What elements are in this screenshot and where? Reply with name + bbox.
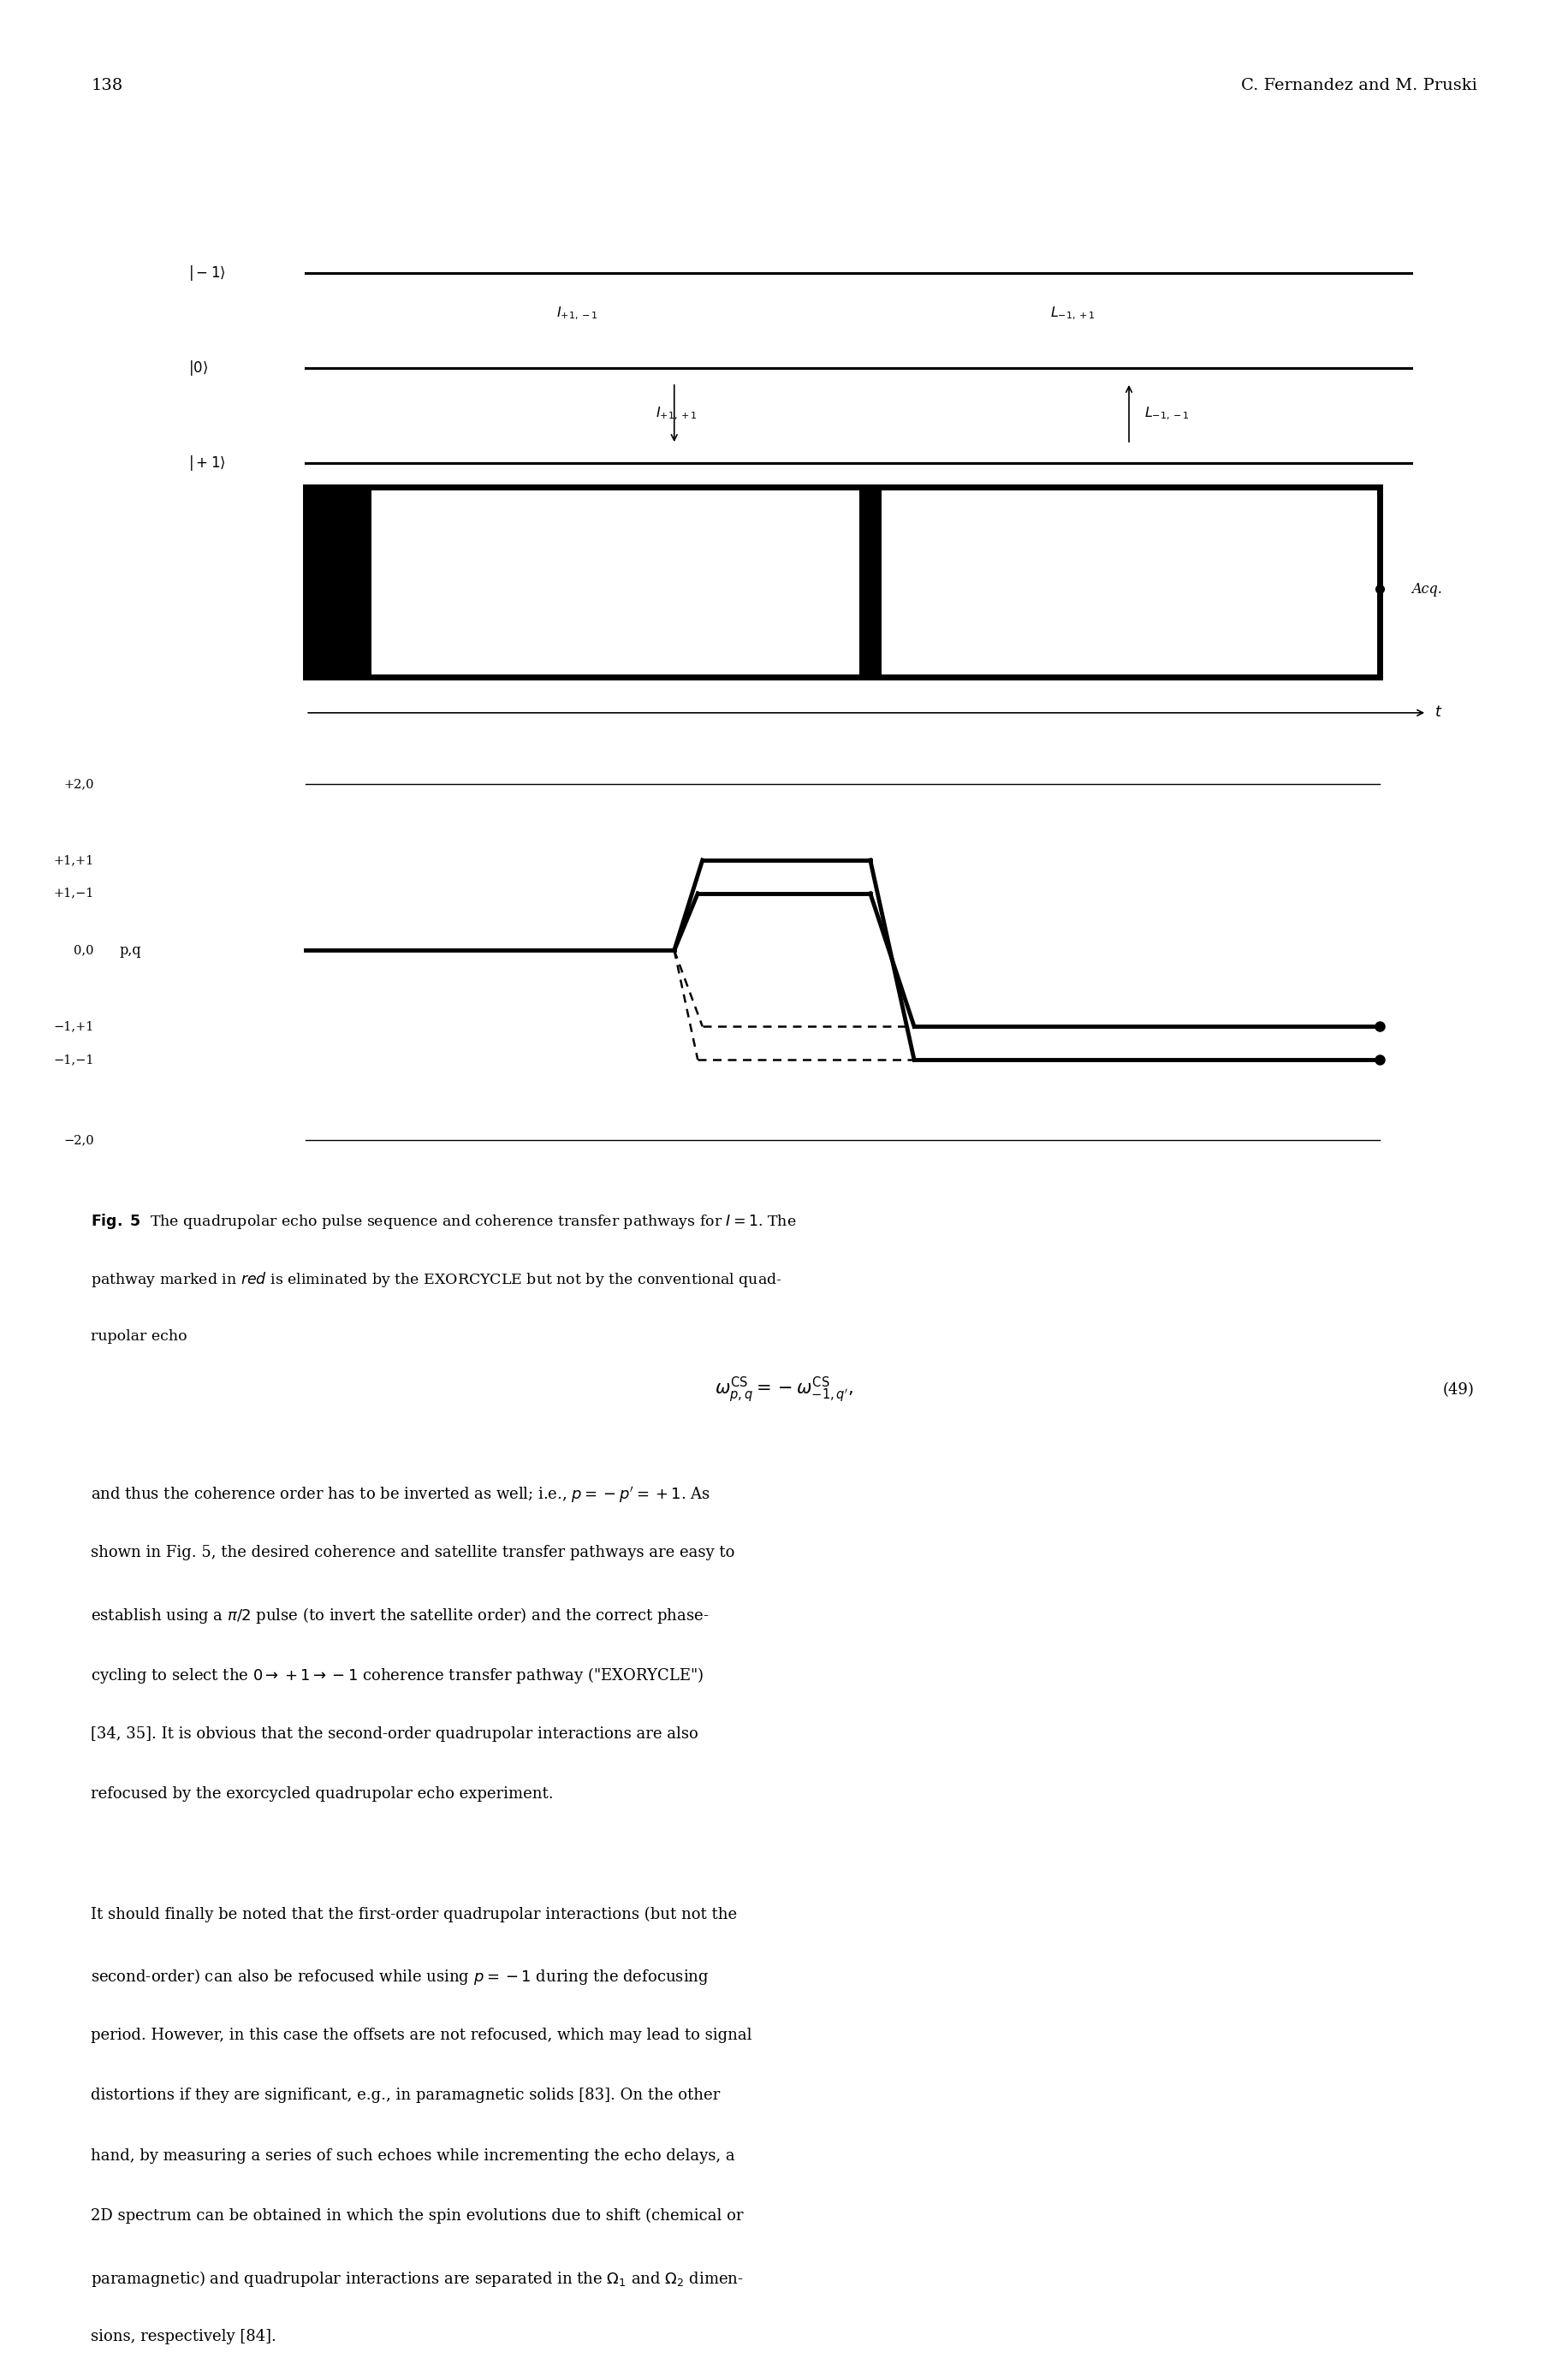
Text: $|0\rangle$: $|0\rangle$ (188, 359, 209, 378)
Text: 0,0: 0,0 (74, 943, 94, 958)
Text: −1,+1: −1,+1 (53, 1019, 94, 1034)
Text: It should finally be noted that the first-order quadrupolar interactions (but no: It should finally be noted that the firs… (91, 1908, 737, 1922)
Text: −1,−1: −1,−1 (53, 1053, 94, 1067)
Text: pathway marked in $\mathit{red}$ is eliminated by the EXORCYCLE but not by the c: pathway marked in $\mathit{red}$ is elim… (91, 1271, 782, 1290)
Text: sions, respectively [84].: sions, respectively [84]. (91, 2328, 276, 2345)
Text: [34, 35]. It is obvious that the second-order quadrupolar interactions are also: [34, 35]. It is obvious that the second-… (91, 1725, 698, 1742)
Text: hand, by measuring a series of such echoes while incrementing the echo delays, a: hand, by measuring a series of such echo… (91, 2148, 735, 2165)
Text: +1,−1: +1,−1 (53, 886, 94, 901)
Bar (306, 487, 372, 677)
Text: −2,0: −2,0 (64, 1133, 94, 1148)
Text: second-order) can also be refocused while using $p = -1$ during the defocusing: second-order) can also be refocused whil… (91, 1967, 709, 1986)
Text: rupolar echo: rupolar echo (91, 1328, 187, 1345)
Text: $L_{-1,-1}$: $L_{-1,-1}$ (1145, 406, 1190, 421)
Text: 2D spectrum can be obtained in which the spin evolutions due to shift (chemical : 2D spectrum can be obtained in which the… (91, 2207, 743, 2224)
Text: $\dfrac{1}{1+k}\tau$: $\dfrac{1}{1+k}\tau$ (1105, 573, 1156, 606)
Text: $\omega^{\mathrm{CS}}_{p,q} = -\omega^{\mathrm{CS}}_{-1,q'},\;$: $\omega^{\mathrm{CS}}_{p,q} = -\omega^{\… (715, 1376, 853, 1404)
Text: $t$: $t$ (1435, 706, 1443, 720)
Text: $L_{-1,+1}$: $L_{-1,+1}$ (1051, 307, 1096, 321)
Text: $\mathbf{Fig.\ 5}$  The quadrupolar echo pulse sequence and coherence transfer p: $\mathbf{Fig.\ 5}$ The quadrupolar echo … (91, 1212, 797, 1231)
Text: period. However, in this case the offsets are not refocused, which may lead to s: period. However, in this case the offset… (91, 2027, 753, 2043)
Text: (49): (49) (1443, 1383, 1474, 1397)
Text: distortions if they are significant, e.g., in paramagnetic solids [83]. On the o: distortions if they are significant, e.g… (91, 2089, 720, 2103)
Text: paramagnetic) and quadrupolar interactions are separated in the $\Omega_1$ and $: paramagnetic) and quadrupolar interactio… (91, 2269, 743, 2288)
Text: C. Fernandez and M. Pruski: C. Fernandez and M. Pruski (1240, 78, 1477, 93)
Bar (306, 487, 1380, 677)
Text: $\dfrac{1}{1+k}\tau$: $\dfrac{1}{1+k}\tau$ (591, 573, 640, 606)
Text: +2,0: +2,0 (64, 777, 94, 791)
Text: $|+1\rangle$: $|+1\rangle$ (188, 454, 226, 473)
Text: shown in Fig. 5, the desired coherence and satellite transfer pathways are easy : shown in Fig. 5, the desired coherence a… (91, 1544, 735, 1561)
Text: p,q: p,q (119, 943, 141, 958)
Text: cycling to select the $0 \rightarrow +1 \rightarrow -1$ coherence transfer pathw: cycling to select the $0 \rightarrow +1 … (91, 1666, 704, 1685)
Text: $I_{+1,-1}$: $I_{+1,-1}$ (557, 307, 599, 321)
Text: 138: 138 (91, 78, 122, 93)
Text: $|-1\rangle$: $|-1\rangle$ (188, 264, 226, 283)
Text: +1,+1: +1,+1 (53, 853, 94, 867)
Bar (859, 487, 881, 677)
Text: and thus the coherence order has to be inverted as well; i.e., $p = -p' = +1$. A: and thus the coherence order has to be i… (91, 1485, 710, 1504)
Text: Acq.: Acq. (1411, 582, 1443, 596)
Text: establish using a $\pi/2$ pulse (to invert the satellite order) and the correct : establish using a $\pi/2$ pulse (to inve… (91, 1606, 709, 1625)
Text: refocused by the exorcycled quadrupolar echo experiment.: refocused by the exorcycled quadrupolar … (91, 1787, 554, 1801)
Text: $I_{+1,+1}$: $I_{+1,+1}$ (655, 406, 698, 421)
